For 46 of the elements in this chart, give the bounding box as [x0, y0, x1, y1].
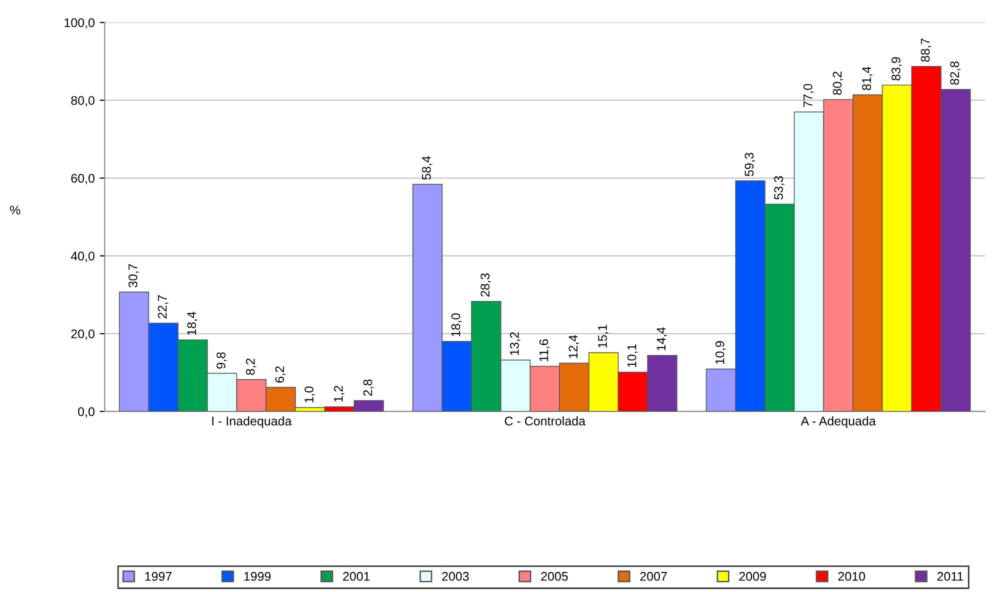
legend-label: 2001	[343, 572, 370, 581]
data-label: 83,9	[892, 57, 902, 80]
data-label: 18,4	[187, 312, 198, 335]
legend-label: 2003	[442, 572, 469, 581]
legend-label: 1997	[145, 572, 172, 581]
y-tick-label: 0,0	[78, 407, 94, 418]
data-label: 88,7	[920, 38, 932, 62]
legend-label: 2007	[640, 572, 667, 581]
y-tick-label: 80,0	[71, 96, 94, 106]
data-label: 9,8	[216, 352, 227, 369]
data-label: 30,7	[128, 264, 139, 288]
data-label: 15,1	[598, 324, 608, 348]
legend-label: 2009	[739, 572, 766, 581]
data-label: 1,2	[334, 386, 344, 402]
data-label: 80,2	[832, 72, 844, 95]
data-label: 81,4	[862, 66, 872, 90]
x-tick-label: I - Inadequada	[212, 416, 292, 428]
data-label: 18,0	[451, 313, 462, 336]
y-tick-label: 100,0	[64, 18, 94, 29]
x-tick-label: A - Adequada	[800, 416, 876, 428]
legend-label: 2011	[937, 572, 964, 581]
y-tick-label: 20,0	[71, 329, 94, 340]
data-label: 1,0	[304, 386, 315, 402]
data-label: 8,2	[246, 358, 256, 375]
legend-label: 1999	[244, 572, 271, 581]
y-tick-label: 40,0	[70, 252, 94, 262]
data-label: 10,9	[715, 341, 726, 364]
data-label: 22,7	[158, 295, 168, 318]
data-label: 14,4	[656, 327, 668, 350]
data-label: 12,4	[568, 335, 580, 358]
data-label: 13,2	[510, 332, 520, 355]
data-label: 10,1	[627, 344, 638, 368]
data-label: 2,8	[363, 380, 374, 396]
data-label: 28,3	[480, 273, 491, 297]
data-label: 53,3	[774, 176, 784, 200]
data-label: 82,8	[950, 61, 961, 85]
data-label: 59,3	[744, 152, 756, 176]
data-label: 11,6	[539, 339, 550, 362]
legend-label: 2005	[541, 572, 568, 581]
legend-label: 2010	[838, 572, 866, 581]
data-label: 6,2	[275, 366, 286, 383]
y-axis-title: %	[10, 206, 20, 214]
x-tick-label: C - Controlada	[504, 416, 586, 426]
y-tick-label: 60,0	[71, 174, 94, 184]
data-label: 77,0	[803, 84, 814, 108]
data-label: 58,4	[422, 156, 432, 180]
